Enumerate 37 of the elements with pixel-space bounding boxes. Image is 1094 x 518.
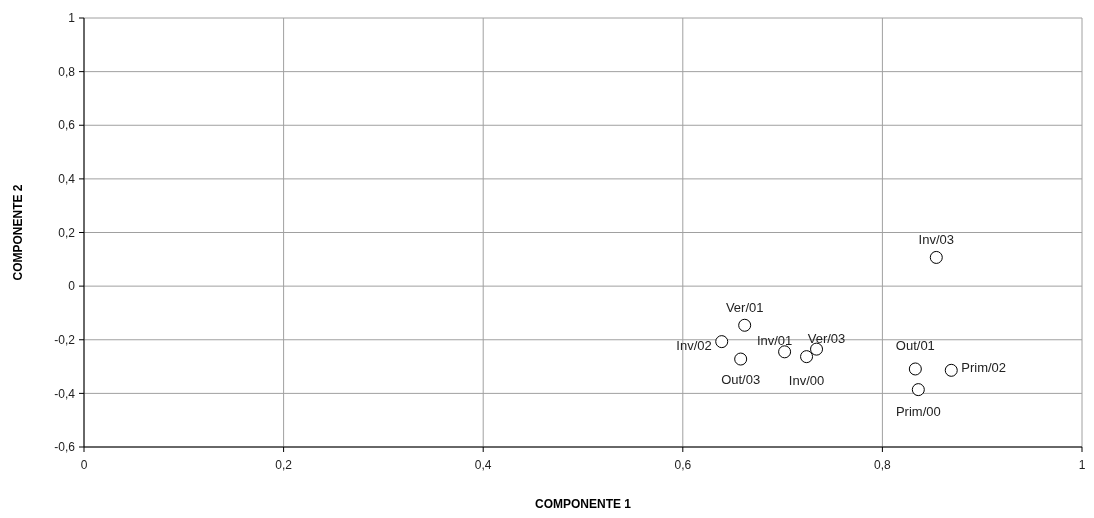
annotation: Prim/02 bbox=[961, 359, 1007, 375]
point bbox=[734, 352, 748, 366]
x-tick-label: 0,6 bbox=[674, 458, 692, 472]
point bbox=[810, 342, 824, 356]
point bbox=[738, 318, 752, 332]
y-tick-label: -0,4 bbox=[54, 386, 76, 401]
point bbox=[908, 362, 922, 376]
x-tick-label: 1 bbox=[1078, 458, 1086, 472]
y-tick-label: -0,6 bbox=[54, 440, 76, 455]
annotation: Inv/02 bbox=[676, 338, 712, 354]
annotation: Inv/01 bbox=[756, 333, 793, 349]
y-axis-title: COMPONENTE 2 bbox=[11, 184, 25, 281]
annotation: Out/01 bbox=[895, 337, 935, 353]
x-tick-label: 0 bbox=[80, 458, 88, 472]
point bbox=[911, 383, 925, 397]
x-tick-label: 0,4 bbox=[474, 458, 492, 472]
y-tick-label: -0,2 bbox=[54, 332, 76, 347]
annotation: Ver/03 bbox=[807, 330, 846, 346]
y-tick-label: 0,4 bbox=[58, 172, 76, 187]
annotation: Inv/00 bbox=[788, 373, 825, 389]
x-tick-label: 0,2 bbox=[275, 458, 293, 472]
annotation: Out/03 bbox=[721, 371, 761, 387]
annotation: Prim/00 bbox=[895, 404, 941, 420]
point bbox=[800, 350, 814, 364]
point bbox=[929, 250, 943, 264]
y-tick-label: 0,6 bbox=[58, 118, 76, 133]
x-axis-title: COMPONENTE 1 bbox=[534, 497, 632, 511]
annotation: Inv/03 bbox=[918, 231, 954, 247]
point bbox=[715, 335, 729, 349]
y-tick-label: 0,2 bbox=[58, 225, 76, 240]
y-tick-label: 0,8 bbox=[58, 64, 76, 79]
y-tick-label: 1 bbox=[68, 11, 76, 26]
point bbox=[944, 363, 958, 377]
annotation: Ver/01 bbox=[725, 299, 764, 315]
x-tick-label: 0,8 bbox=[874, 458, 892, 472]
y-tick-label: 0 bbox=[68, 279, 76, 294]
point bbox=[778, 345, 792, 359]
